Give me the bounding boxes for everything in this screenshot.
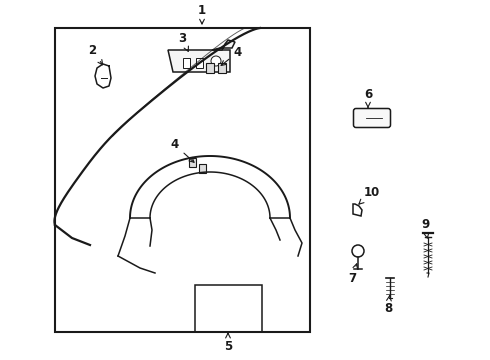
Bar bbox=[218, 63, 226, 73]
Polygon shape bbox=[212, 40, 235, 50]
Bar bbox=[183, 58, 190, 68]
Text: 5: 5 bbox=[224, 333, 232, 352]
Text: 10: 10 bbox=[359, 185, 380, 204]
Text: 9: 9 bbox=[421, 219, 429, 238]
Text: 2: 2 bbox=[88, 44, 102, 65]
Bar bbox=[195, 285, 262, 332]
Polygon shape bbox=[168, 50, 230, 72]
Text: 8: 8 bbox=[384, 296, 392, 315]
Bar bbox=[198, 163, 205, 172]
Circle shape bbox=[211, 56, 221, 66]
Text: 1: 1 bbox=[198, 4, 206, 24]
Text: 4: 4 bbox=[221, 45, 242, 66]
Bar bbox=[55, 28, 310, 332]
Text: 6: 6 bbox=[364, 89, 372, 107]
Text: 4: 4 bbox=[171, 139, 194, 162]
Bar bbox=[206, 63, 214, 73]
Text: 3: 3 bbox=[178, 31, 189, 51]
Bar bbox=[196, 58, 203, 68]
FancyBboxPatch shape bbox=[353, 108, 391, 127]
Text: 7: 7 bbox=[348, 264, 358, 284]
Bar bbox=[189, 158, 196, 166]
